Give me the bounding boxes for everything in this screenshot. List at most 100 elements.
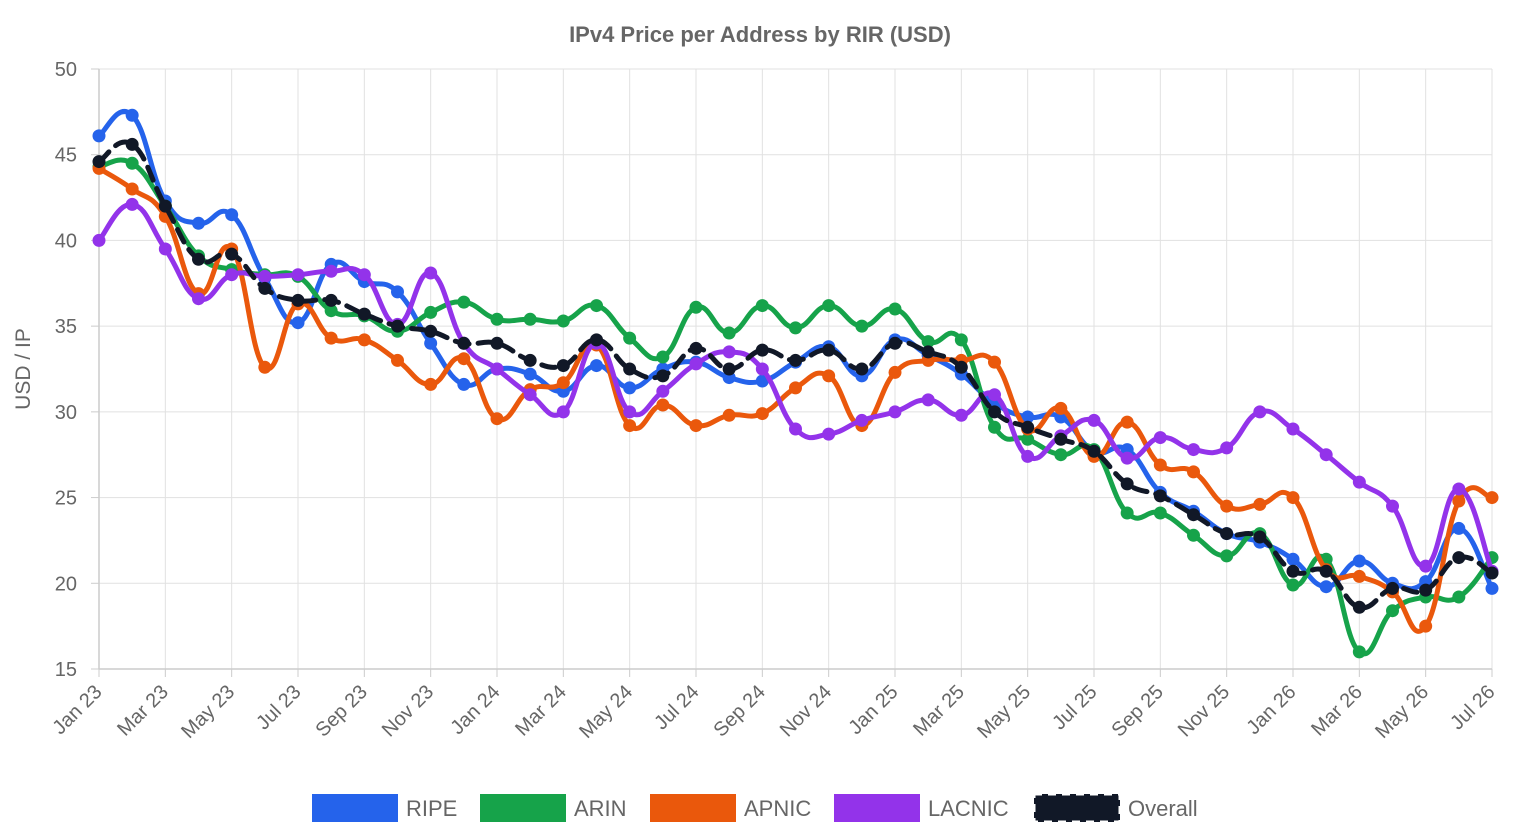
data-point-apnic[interactable] — [1286, 491, 1300, 505]
data-point-arin[interactable] — [590, 299, 603, 313]
data-point-overall[interactable] — [722, 362, 736, 376]
data-point-lacnic[interactable] — [789, 422, 802, 436]
legend-item-arin[interactable]: ARIN — [480, 794, 627, 822]
data-point-apnic[interactable] — [556, 376, 570, 390]
data-point-ripe[interactable] — [623, 381, 637, 395]
data-point-arin[interactable] — [1054, 448, 1068, 462]
data-point-arin[interactable] — [1286, 578, 1300, 592]
data-point-apnic[interactable] — [888, 365, 902, 379]
legend-item-ripe[interactable]: RIPE — [312, 794, 457, 822]
data-point-apnic[interactable] — [623, 419, 637, 433]
data-point-overall[interactable] — [656, 369, 670, 383]
data-point-apnic[interactable] — [1253, 497, 1267, 511]
data-point-overall[interactable] — [1220, 527, 1234, 541]
data-point-lacnic[interactable] — [1419, 559, 1433, 573]
data-point-overall[interactable] — [291, 293, 305, 307]
data-point-overall[interactable] — [391, 319, 404, 333]
data-point-lacnic[interactable] — [1319, 448, 1333, 462]
data-point-overall[interactable] — [424, 324, 438, 338]
data-point-overall[interactable] — [921, 345, 935, 359]
data-point-apnic[interactable] — [1220, 499, 1234, 513]
data-point-lacnic[interactable] — [1021, 449, 1035, 463]
data-point-apnic[interactable] — [1054, 401, 1068, 415]
data-point-apnic[interactable] — [988, 355, 1001, 369]
data-point-arin[interactable] — [125, 156, 139, 170]
data-point-arin[interactable] — [1452, 590, 1466, 604]
data-point-ripe[interactable] — [1485, 581, 1499, 595]
data-point-lacnic[interactable] — [623, 405, 637, 419]
data-point-ripe[interactable] — [1286, 552, 1300, 566]
data-point-apnic[interactable] — [324, 331, 338, 345]
data-point-lacnic[interactable] — [1187, 443, 1200, 457]
data-point-arin[interactable] — [822, 299, 836, 313]
data-point-overall[interactable] — [1253, 530, 1267, 544]
data-point-apnic[interactable] — [457, 352, 471, 366]
data-point-lacnic[interactable] — [125, 197, 139, 211]
data-point-apnic[interactable] — [424, 377, 438, 391]
data-point-apnic[interactable] — [1485, 491, 1499, 505]
data-point-overall[interactable] — [225, 247, 239, 261]
data-point-overall[interactable] — [357, 307, 371, 321]
data-point-ripe[interactable] — [291, 316, 305, 330]
data-point-lacnic[interactable] — [1220, 441, 1234, 455]
legend-item-lacnic[interactable]: LACNIC — [834, 794, 1009, 822]
data-point-apnic[interactable] — [125, 182, 139, 196]
data-point-arin[interactable] — [656, 350, 670, 364]
data-point-lacnic[interactable] — [1087, 413, 1101, 427]
data-point-lacnic[interactable] — [490, 362, 504, 376]
data-point-overall[interactable] — [1485, 566, 1499, 580]
data-point-arin[interactable] — [523, 312, 537, 326]
data-point-arin[interactable] — [755, 299, 769, 313]
data-point-ripe[interactable] — [457, 377, 471, 391]
data-point-overall[interactable] — [1419, 583, 1433, 597]
data-point-lacnic[interactable] — [1153, 431, 1167, 445]
data-point-overall[interactable] — [192, 252, 205, 266]
data-point-overall[interactable] — [158, 199, 172, 213]
data-point-lacnic[interactable] — [855, 413, 869, 427]
data-point-apnic[interactable] — [1419, 619, 1433, 633]
data-point-lacnic[interactable] — [888, 405, 902, 419]
data-point-apnic[interactable] — [822, 369, 836, 383]
data-point-lacnic[interactable] — [258, 269, 272, 283]
data-point-arin[interactable] — [623, 331, 637, 345]
data-point-ripe[interactable] — [225, 208, 239, 222]
data-point-apnic[interactable] — [656, 398, 670, 412]
data-point-overall[interactable] — [556, 359, 570, 373]
data-point-overall[interactable] — [1087, 444, 1101, 458]
data-point-lacnic[interactable] — [556, 405, 570, 419]
data-point-apnic[interactable] — [755, 407, 769, 421]
data-point-ripe[interactable] — [1319, 580, 1333, 594]
legend-item-overall[interactable]: Overall — [1032, 792, 1198, 824]
data-point-arin[interactable] — [1021, 432, 1035, 446]
data-point-overall[interactable] — [1286, 564, 1300, 578]
data-point-apnic[interactable] — [391, 353, 404, 367]
data-point-overall[interactable] — [954, 360, 968, 374]
data-point-lacnic[interactable] — [722, 345, 736, 359]
data-point-apnic[interactable] — [1187, 465, 1200, 479]
data-point-lacnic[interactable] — [1452, 482, 1466, 496]
data-point-overall[interactable] — [125, 137, 139, 151]
data-point-ripe[interactable] — [1352, 554, 1366, 568]
data-point-overall[interactable] — [1054, 432, 1068, 446]
data-point-lacnic[interactable] — [225, 268, 239, 282]
data-point-arin[interactable] — [424, 305, 438, 319]
data-point-lacnic[interactable] — [689, 357, 703, 371]
data-point-arin[interactable] — [954, 333, 968, 347]
data-point-overall[interactable] — [457, 336, 471, 350]
data-point-lacnic[interactable] — [1286, 422, 1300, 436]
data-point-arin[interactable] — [1386, 604, 1399, 618]
data-point-lacnic[interactable] — [1120, 451, 1134, 465]
data-point-apnic[interactable] — [789, 381, 802, 395]
data-point-overall[interactable] — [523, 353, 537, 367]
data-point-arin[interactable] — [457, 295, 471, 309]
data-point-lacnic[interactable] — [324, 264, 338, 278]
data-point-ripe[interactable] — [1452, 521, 1466, 535]
data-point-ripe[interactable] — [523, 367, 537, 381]
data-point-ripe[interactable] — [92, 129, 106, 143]
data-point-lacnic[interactable] — [954, 408, 968, 422]
data-point-overall[interactable] — [590, 333, 603, 347]
data-point-ripe[interactable] — [1021, 410, 1035, 424]
legend-item-apnic[interactable]: APNIC — [650, 794, 811, 822]
data-point-lacnic[interactable] — [755, 362, 769, 376]
data-point-lacnic[interactable] — [921, 393, 935, 407]
